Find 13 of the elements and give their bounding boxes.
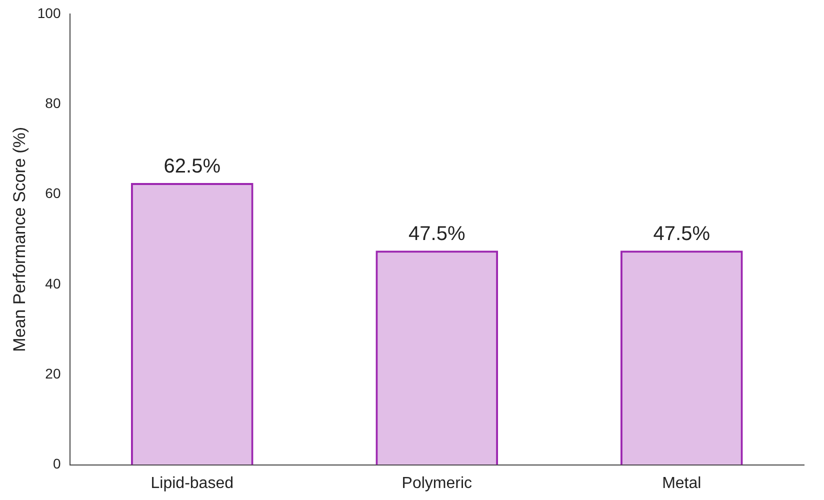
data-label: 62.5%: [164, 156, 221, 178]
x-tick-label: Polymeric: [402, 474, 472, 492]
y-tick-label: 40: [45, 275, 61, 292]
data-label: 47.5%: [408, 223, 466, 246]
x-tick-label: Lipid-based: [150, 474, 234, 492]
y-tick-label: 0: [52, 456, 61, 472]
y-tick-label: 80: [45, 95, 61, 112]
y-axis-title: Mean Performance Score (%): [10, 126, 29, 352]
x-tick-label: Metal: [662, 474, 702, 492]
y-tick-label: 100: [37, 4, 61, 21]
data-label: 47.5%: [653, 223, 710, 246]
y-tick-label: 60: [45, 185, 61, 202]
y-tick-label: 20: [45, 366, 61, 382]
